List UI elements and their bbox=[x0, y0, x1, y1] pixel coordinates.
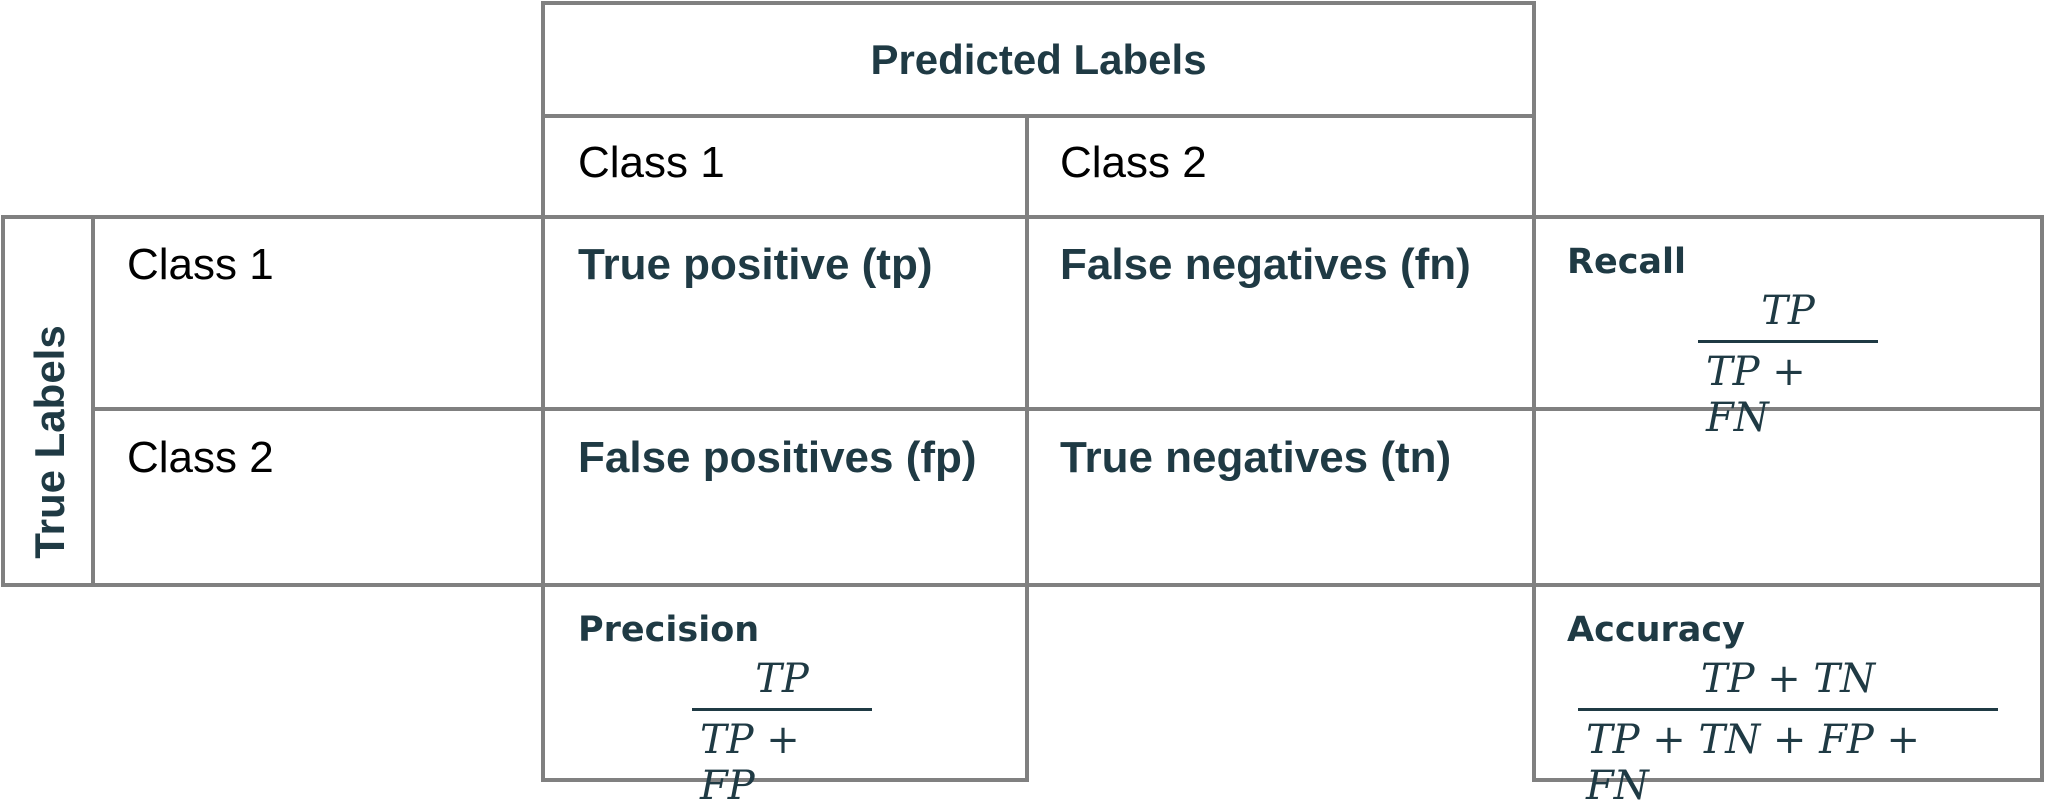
accuracy-label: Accuracy bbox=[1567, 610, 1745, 650]
accuracy-formula: TP + TN TP + TN + FP + FN bbox=[1578, 656, 1998, 809]
precision-numerator: TP bbox=[755, 656, 809, 702]
column-class-2: Class 2 bbox=[1060, 138, 1207, 187]
row-class-2: Class 2 bbox=[127, 433, 274, 482]
precision-denominator: TP + FP bbox=[692, 708, 872, 809]
cell-false-positives: False positives (fp) bbox=[578, 433, 977, 482]
grid-lines bbox=[1, 1, 2044, 782]
predicted-labels-header: Predicted Labels bbox=[870, 36, 1207, 83]
recall-numerator: TP bbox=[1761, 288, 1815, 334]
recall-denominator: TP + FN bbox=[1698, 340, 1878, 441]
accuracy-denominator: TP + TN + FP + FN bbox=[1578, 708, 1998, 809]
row-class-1: Class 1 bbox=[127, 240, 274, 289]
precision-formula: TP TP + FP bbox=[692, 656, 872, 809]
cell-false-negatives: False negatives (fn) bbox=[1060, 240, 1471, 289]
accuracy-box bbox=[1532, 583, 2044, 782]
column-class-1: Class 1 bbox=[578, 138, 725, 187]
precision-box bbox=[541, 583, 1029, 782]
accuracy-numerator: TP + TN bbox=[1700, 656, 1876, 702]
cell-true-negatives: True negatives (tn) bbox=[1060, 433, 1452, 482]
precision-label: Precision bbox=[578, 610, 760, 650]
recall-formula: TP TP + FN bbox=[1698, 288, 1878, 441]
true-labels-axis: True Labels bbox=[26, 325, 73, 559]
recall-label: Recall bbox=[1567, 242, 1687, 282]
cell-true-positive: True positive (tp) bbox=[578, 240, 933, 289]
